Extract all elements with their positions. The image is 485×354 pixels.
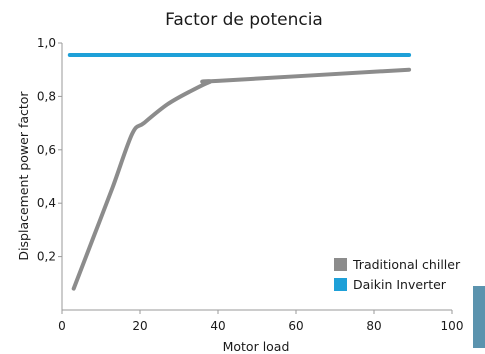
daikin-inverter-legend-swatch	[334, 278, 347, 291]
x-tick-label: 20	[132, 319, 147, 333]
y-tick-label: 1,0	[37, 36, 56, 50]
x-tick-label: 0	[58, 319, 66, 333]
x-tick-label: 80	[366, 319, 381, 333]
y-axis-ticks: 0,2 0,4 0,6 0,8 1,0	[37, 36, 62, 264]
y-tick-label: 0,2	[37, 250, 56, 264]
y-tick-label: 0,6	[37, 143, 56, 157]
x-axis-title: Motor load	[223, 339, 290, 354]
x-axis-ticks: 0 20 40 60 80 100	[58, 310, 463, 333]
axes	[61, 43, 452, 311]
decorative-tab	[473, 286, 485, 348]
traditional-chiller-legend-label: Traditional chiller	[352, 257, 461, 272]
y-tick-label: 0,4	[37, 196, 56, 210]
series-layer	[67, 53, 412, 291]
x-tick-label: 60	[288, 319, 303, 333]
daikin-inverter-legend-label: Daikin Inverter	[353, 277, 447, 292]
x-tick-label: 40	[210, 319, 225, 333]
traditional-chiller-series-line	[71, 67, 412, 291]
y-tick-label: 0,8	[37, 89, 56, 103]
traditional-chiller-legend-swatch	[334, 258, 347, 271]
y-axis-title: Displacement power factor	[16, 91, 31, 261]
legend: Traditional chiller Daikin Inverter	[334, 257, 461, 292]
x-tick-label: 100	[441, 319, 464, 333]
chart-title: Factor de potencia	[165, 10, 323, 30]
